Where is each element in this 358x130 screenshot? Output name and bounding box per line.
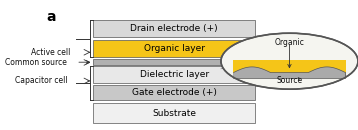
Text: Capacitor cell: Capacitor cell [15, 76, 68, 85]
Circle shape [221, 33, 358, 89]
Text: Organic: Organic [275, 38, 304, 47]
Text: Drain electrode (+): Drain electrode (+) [130, 24, 218, 33]
Text: Source: Source [276, 76, 303, 85]
Text: Active cell: Active cell [30, 48, 70, 57]
Text: a: a [47, 10, 56, 24]
Text: Dielectric layer: Dielectric layer [140, 70, 209, 79]
FancyBboxPatch shape [93, 40, 255, 57]
Text: Gate electrode (+): Gate electrode (+) [132, 88, 217, 97]
Text: Organic layer: Organic layer [144, 44, 205, 53]
FancyBboxPatch shape [93, 103, 255, 123]
Text: Substrate: Substrate [152, 109, 196, 118]
FancyBboxPatch shape [93, 66, 255, 83]
FancyBboxPatch shape [93, 85, 255, 100]
PathPatch shape [233, 67, 345, 78]
FancyBboxPatch shape [233, 60, 345, 73]
FancyBboxPatch shape [93, 59, 255, 65]
FancyBboxPatch shape [233, 73, 345, 78]
FancyBboxPatch shape [93, 20, 255, 37]
Text: Common source: Common source [5, 58, 67, 67]
